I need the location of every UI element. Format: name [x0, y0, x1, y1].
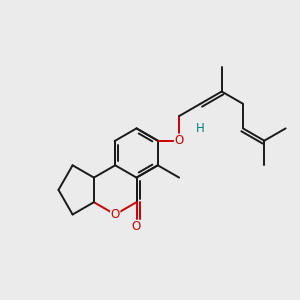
- Text: H: H: [196, 122, 205, 135]
- Text: O: O: [175, 134, 184, 147]
- Text: O: O: [111, 208, 120, 221]
- Text: O: O: [132, 220, 141, 233]
